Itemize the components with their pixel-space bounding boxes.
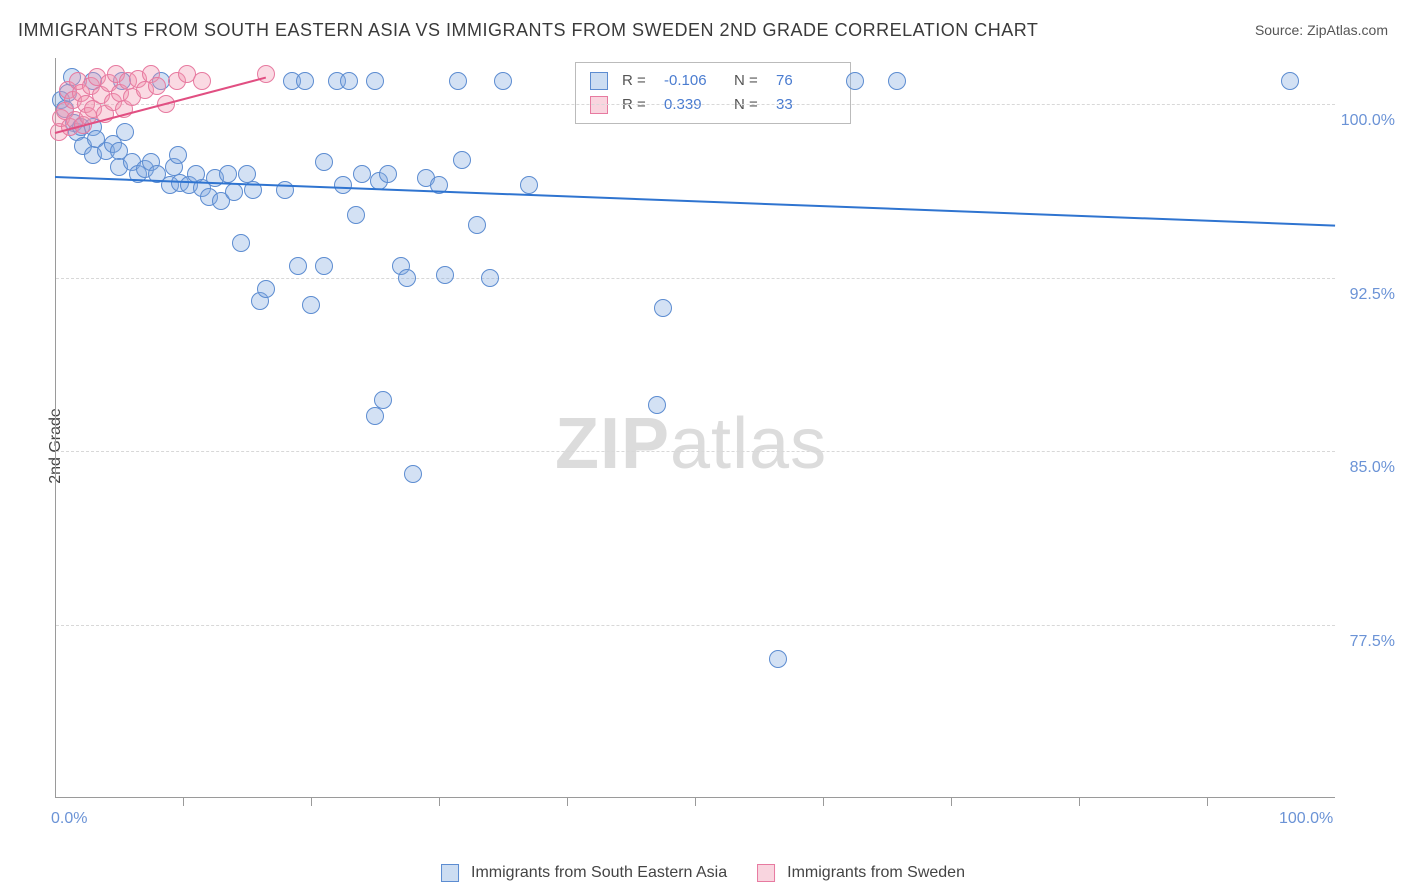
gridline [56, 104, 1335, 105]
point-blue [169, 146, 187, 164]
gridline [56, 278, 1335, 279]
legend-n-value-blue: 76 [776, 69, 836, 93]
chart-container: IMMIGRANTS FROM SOUTH EASTERN ASIA VS IM… [0, 0, 1406, 892]
point-blue [366, 407, 384, 425]
point-blue [353, 165, 371, 183]
y-axis-line [55, 58, 56, 798]
point-blue [888, 72, 906, 90]
correlation-legend: R = -0.106 N = 76 R = 0.339 N = 33 [575, 62, 851, 124]
y-tick-label: 100.0% [1341, 112, 1395, 130]
watermark-bold: ZIP [555, 404, 670, 484]
y-tick-label: 92.5% [1350, 286, 1395, 304]
point-blue [494, 72, 512, 90]
legend-r-value-blue: -0.106 [664, 69, 724, 93]
legend-label-blue: Immigrants from South Eastern Asia [471, 864, 727, 882]
legend-swatch-blue [590, 72, 608, 90]
point-blue [366, 72, 384, 90]
point-blue [520, 176, 538, 194]
legend-item-pink: Immigrants from Sweden [757, 864, 965, 882]
point-blue [648, 396, 666, 414]
legend-r-label: R = [622, 69, 654, 93]
gridline [56, 451, 1335, 452]
legend-row-blue: R = -0.106 N = 76 [590, 69, 836, 93]
point-pink [193, 72, 211, 90]
y-tick-label: 85.0% [1350, 459, 1395, 477]
series-legend: Immigrants from South Eastern Asia Immig… [441, 864, 965, 882]
trendline-blue [55, 176, 1335, 227]
point-blue [232, 234, 250, 252]
x-minor-tick [439, 798, 440, 806]
point-blue [296, 72, 314, 90]
chart-title: IMMIGRANTS FROM SOUTH EASTERN ASIA VS IM… [18, 20, 1038, 41]
point-blue [449, 72, 467, 90]
y-tick-label: 77.5% [1350, 633, 1395, 651]
x-minor-tick [567, 798, 568, 806]
point-blue [276, 181, 294, 199]
legend-swatch-pink [757, 864, 775, 882]
point-blue [225, 183, 243, 201]
x-tick-label: 0.0% [51, 810, 87, 828]
point-blue [347, 206, 365, 224]
point-blue [468, 216, 486, 234]
point-blue [340, 72, 358, 90]
point-blue [116, 123, 134, 141]
x-minor-tick [695, 798, 696, 806]
x-minor-tick [1207, 798, 1208, 806]
point-blue [379, 165, 397, 183]
x-minor-tick [311, 798, 312, 806]
point-blue [315, 257, 333, 275]
legend-n-label: N = [734, 69, 766, 93]
plot-area: ZIPatlas R = -0.106 N = 76 R = 0.339 N =… [55, 58, 1335, 798]
point-blue [219, 165, 237, 183]
point-blue [302, 296, 320, 314]
source-attribution: Source: ZipAtlas.com [1255, 22, 1388, 38]
point-blue [846, 72, 864, 90]
point-blue [436, 266, 454, 284]
x-minor-tick [823, 798, 824, 806]
legend-item-blue: Immigrants from South Eastern Asia [441, 864, 727, 882]
point-pink [257, 65, 275, 83]
x-tick-label: 100.0% [1279, 810, 1333, 828]
x-minor-tick [183, 798, 184, 806]
watermark-light: atlas [670, 404, 827, 484]
point-blue [453, 151, 471, 169]
gridline [56, 625, 1335, 626]
point-pink [148, 77, 166, 95]
legend-swatch-blue [441, 864, 459, 882]
watermark: ZIPatlas [555, 403, 827, 485]
x-minor-tick [1079, 798, 1080, 806]
x-minor-tick [951, 798, 952, 806]
point-blue [654, 299, 672, 317]
legend-label-pink: Immigrants from Sweden [787, 864, 965, 882]
point-blue [1281, 72, 1299, 90]
point-blue [289, 257, 307, 275]
point-blue [481, 269, 499, 287]
point-blue [404, 465, 422, 483]
point-blue [374, 391, 392, 409]
point-blue [769, 650, 787, 668]
point-blue [257, 280, 275, 298]
point-blue [315, 153, 333, 171]
point-blue [334, 176, 352, 194]
point-blue [398, 269, 416, 287]
